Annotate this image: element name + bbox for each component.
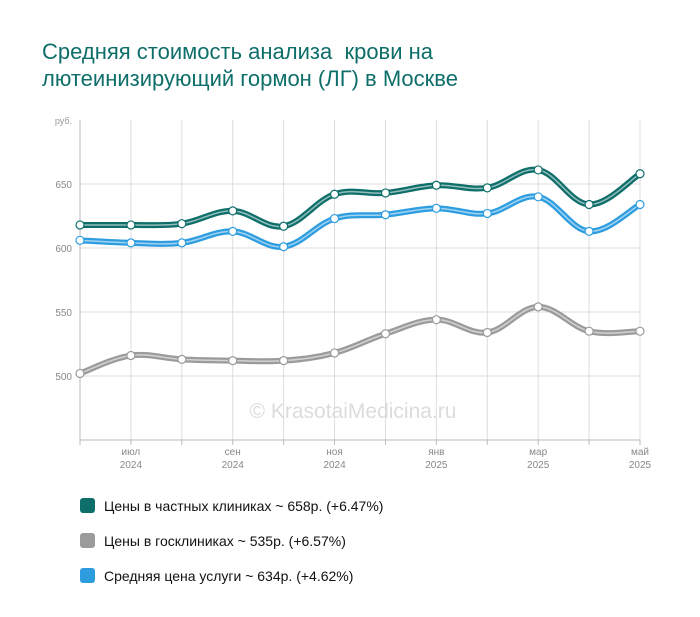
chart-title-line2: лютеинизирующий гормон (ЛГ) в Москве <box>42 66 458 91</box>
data-point-avg[interactable] <box>126 238 136 248</box>
data-point-public[interactable] <box>431 315 441 325</box>
legend-item-private[interactable]: Цены в частных клиниках ~ 658р. (+6.47%) <box>80 488 383 523</box>
series-points <box>75 165 645 379</box>
data-point-avg[interactable] <box>380 210 391 220</box>
data-point-private[interactable] <box>126 220 136 230</box>
y-tick-label: 500 <box>55 372 72 383</box>
y-tick-label: 600 <box>55 244 72 255</box>
data-point-avg[interactable] <box>533 192 543 202</box>
data-point-public[interactable] <box>635 326 645 336</box>
legend-item-public[interactable]: Цены в госклиниках ~ 535р. (+6.57%) <box>80 523 383 558</box>
y-tick-label: 650 <box>55 180 72 191</box>
x-tick-label-month: сен <box>225 447 241 458</box>
data-point-private[interactable] <box>75 220 85 230</box>
watermark-text: © KrasotaiMedicina.ru <box>250 400 457 423</box>
x-tick-label-year: 2024 <box>323 460 346 471</box>
x-tick-label-month: май <box>631 447 649 458</box>
y-axis-ticks: 500 550 600 650 <box>55 180 72 383</box>
data-point-private[interactable] <box>482 183 492 193</box>
data-point-private[interactable] <box>584 199 594 210</box>
data-point-avg[interactable] <box>228 226 238 236</box>
x-tick-label-year: 2025 <box>527 460 550 471</box>
x-tick-label-month: июл <box>122 447 141 458</box>
chart-grid <box>79 120 641 445</box>
data-point-private[interactable] <box>635 169 645 179</box>
data-point-avg[interactable] <box>431 203 441 213</box>
data-point-avg[interactable] <box>329 213 340 224</box>
series-line-highlight-public <box>79 306 641 375</box>
series-line-public <box>77 303 643 377</box>
legend-label-private: Цены в частных клиниках ~ 658р. (+6.47%) <box>104 497 384 514</box>
data-point-avg[interactable] <box>279 242 289 252</box>
legend-swatch-public <box>80 533 95 548</box>
series-line-avg <box>77 193 643 250</box>
x-tick-label-month: мар <box>529 447 547 458</box>
x-tick-label-year: 2024 <box>222 460 245 471</box>
data-point-private[interactable] <box>329 189 340 199</box>
x-tick-label-year: 2025 <box>425 460 448 471</box>
data-point-public[interactable] <box>329 348 340 358</box>
data-point-private[interactable] <box>380 188 391 198</box>
y-tick-label: 550 <box>55 308 72 319</box>
x-tick-label-month: ноя <box>326 447 343 458</box>
data-point-avg[interactable] <box>635 199 645 210</box>
data-point-avg[interactable] <box>482 208 492 219</box>
legend-swatch-avg <box>80 568 95 583</box>
data-point-private[interactable] <box>279 221 289 231</box>
legend-swatch-private <box>80 498 95 513</box>
legend-item-avg[interactable]: Средняя цена услуги ~ 634р. (+4.62%) <box>80 558 383 593</box>
x-tick-label-year: 2025 <box>629 460 652 471</box>
data-point-public[interactable] <box>533 302 543 312</box>
data-point-private[interactable] <box>533 165 543 175</box>
data-point-public[interactable] <box>279 356 289 366</box>
data-point-avg[interactable] <box>75 235 85 245</box>
data-point-public[interactable] <box>584 326 594 336</box>
data-point-public[interactable] <box>177 354 187 364</box>
data-point-public[interactable] <box>380 329 391 339</box>
data-point-public[interactable] <box>126 350 136 361</box>
line-chart: © KrasotaiMedicina.ru руб. 500550600650 … <box>55 116 652 471</box>
data-point-avg[interactable] <box>177 238 187 248</box>
data-point-public[interactable] <box>228 356 238 366</box>
data-point-private[interactable] <box>228 206 238 216</box>
x-tick-label-year: 2024 <box>120 460 143 471</box>
x-tick-label-month: янв <box>428 447 444 458</box>
chart-title-line1: Средняя стоимость анализа крови на <box>42 39 434 64</box>
data-point-avg[interactable] <box>584 226 594 236</box>
data-point-public[interactable] <box>482 327 492 338</box>
data-point-private[interactable] <box>431 180 441 190</box>
data-point-public[interactable] <box>75 368 85 379</box>
legend: Цены в частных клиниках ~ 658р. (+6.47%)… <box>80 488 383 593</box>
series-lines <box>77 166 643 377</box>
y-axis-unit: руб. <box>55 116 72 126</box>
chart-title: Средняя стоимость анализа крови на лютеи… <box>42 38 662 92</box>
data-point-private[interactable] <box>177 219 187 229</box>
x-axis-ticks: июл 2024 сен 2024 ноя 2024 янв 2025 мар 2025 май 20… <box>120 447 652 471</box>
legend-label-avg: Средняя цена услуги ~ 634р. (+4.62%) <box>104 567 354 584</box>
legend-label-public: Цены в госклиниках ~ 535р. (+6.57%) <box>104 532 346 549</box>
